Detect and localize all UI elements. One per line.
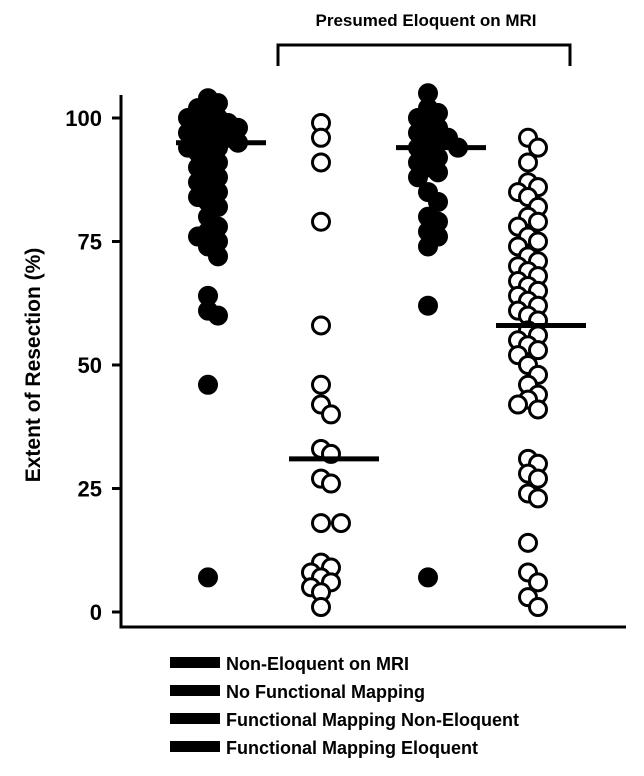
data-point	[420, 297, 437, 314]
data-point	[200, 569, 217, 586]
data-point	[520, 534, 537, 551]
data-point	[313, 317, 330, 334]
data-point	[333, 515, 350, 532]
bracket-label: Presumed Eloquent on MRI	[315, 11, 536, 30]
legend-swatch	[170, 741, 220, 752]
y-tick-label: 100	[65, 106, 102, 131]
legend: Non-Eloquent on MRI No Functional Mapping…	[170, 654, 519, 758]
data-point	[530, 401, 547, 418]
bracket-line	[278, 45, 570, 66]
data-point	[313, 376, 330, 393]
data-point	[323, 475, 340, 492]
data-points	[180, 85, 547, 616]
legend-swatch	[170, 713, 220, 724]
legend-label: Functional Mapping Eloquent	[226, 738, 478, 758]
data-point	[430, 164, 447, 181]
y-tick-label: 75	[78, 230, 102, 255]
data-point	[313, 154, 330, 171]
legend-label: Non-Eloquent on MRI	[226, 654, 409, 674]
y-tick-label: 25	[78, 477, 102, 502]
bracket-group: Presumed Eloquent on MRI	[278, 11, 570, 66]
data-point	[323, 406, 340, 423]
data-point	[210, 248, 227, 265]
legend-label: Functional Mapping Non-Eloquent	[226, 710, 519, 730]
data-point	[313, 213, 330, 230]
data-point	[313, 599, 330, 616]
y-tick-label: 0	[90, 600, 102, 625]
data-point	[210, 307, 227, 324]
data-point	[313, 515, 330, 532]
legend-label: No Functional Mapping	[226, 682, 425, 702]
data-point	[530, 490, 547, 507]
data-point	[520, 154, 537, 171]
data-point	[510, 396, 527, 413]
legend-swatch	[170, 685, 220, 696]
legend-swatch	[170, 657, 220, 668]
data-point	[200, 376, 217, 393]
data-point	[420, 238, 437, 255]
y-ticks: 0 25 50 75 100	[65, 106, 121, 625]
y-tick-label: 50	[78, 353, 102, 378]
data-point	[313, 129, 330, 146]
data-point	[530, 599, 547, 616]
y-axis-title: Extent of Resection (%)	[22, 248, 45, 483]
data-point	[420, 569, 437, 586]
